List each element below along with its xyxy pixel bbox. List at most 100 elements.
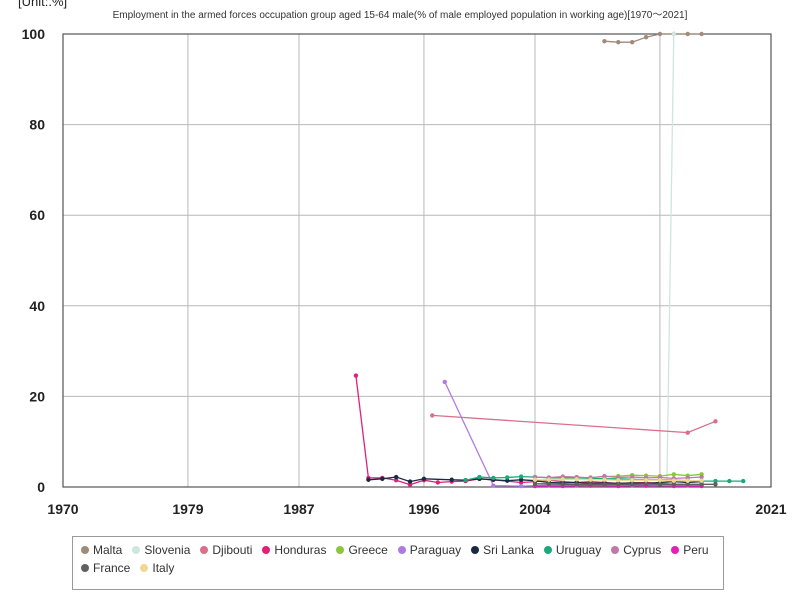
data-point-france (657, 482, 663, 487)
data-point-italy (602, 477, 607, 482)
y-tick-label: 60 (29, 207, 45, 223)
data-point-uruguay (477, 474, 482, 480)
data-point-honduras (353, 373, 359, 378)
y-tick-label: 40 (29, 298, 45, 314)
legend-label: Uruguay (555, 543, 602, 557)
data-point-italy (560, 477, 565, 482)
data-point-italy (685, 478, 690, 483)
legend-item-sri-lanka: Sri Lanka (471, 543, 534, 557)
data-point-italy (574, 477, 579, 482)
legend-label: Peru (683, 543, 709, 557)
data-point-malta (699, 31, 704, 37)
data-point-honduras (435, 480, 441, 485)
data-point-sri-lanka (449, 477, 454, 482)
data-point-sri-lanka (366, 477, 371, 482)
series-line-france (535, 483, 716, 485)
legend-marker (132, 546, 141, 554)
data-point-greece (671, 472, 677, 477)
data-point-malta (657, 31, 663, 37)
data-point-paraguay (518, 483, 524, 489)
data-point-france (713, 482, 718, 487)
data-point-paraguay (491, 483, 496, 488)
legend-item-france: France (81, 561, 130, 575)
x-tick-label: 2013 (644, 501, 675, 517)
data-point-sri-lanka (421, 476, 427, 482)
legend-marker (81, 564, 89, 572)
data-point-italy (699, 478, 704, 483)
legend-label: France (93, 561, 131, 575)
series-line-malta (604, 33, 702, 43)
data-point-france (602, 482, 607, 487)
series-line-paraguay (444, 381, 702, 487)
data-point-italy (588, 477, 593, 482)
x-tick-label: 2004 (519, 501, 550, 517)
legend-label: Cyprus (623, 543, 662, 557)
legend-label: Honduras (274, 543, 327, 557)
legend-items: Malta Slovenia Djibouti Honduras Greece Parag… (81, 543, 715, 575)
data-point-slovenia (671, 31, 677, 37)
y-tick-label: 80 (29, 117, 45, 133)
legend-item-malta: Malta (81, 543, 122, 557)
data-point-sri-lanka (393, 474, 399, 480)
data-point-honduras (407, 482, 413, 487)
x-tick-label: 1979 (172, 501, 203, 517)
data-point-france (671, 482, 677, 487)
data-point-uruguay (713, 478, 718, 484)
data-point-sri-lanka (380, 476, 385, 482)
legend-label: Djibouti (212, 543, 253, 557)
legend-item-italy: Italy (140, 561, 174, 575)
data-point-paraguay (442, 379, 447, 385)
legend-marker (262, 546, 271, 554)
data-point-france (546, 481, 552, 487)
data-point-france (588, 482, 593, 487)
data-point-uruguay (491, 475, 496, 481)
x-tick-label: 1970 (47, 501, 78, 517)
data-point-france (629, 482, 635, 487)
data-point-italy (546, 477, 552, 482)
data-point-uruguay (727, 478, 732, 484)
legend-item-greece: Greece (336, 543, 388, 557)
legend-label: Greece (348, 543, 388, 557)
legend-marker (671, 546, 680, 554)
plot-area-border (62, 33, 772, 488)
legend-item-peru: Peru (671, 543, 709, 557)
data-point-france (574, 482, 579, 487)
legend-marker (397, 546, 406, 554)
legend-marker (140, 564, 149, 572)
unit-label: [Unit:.%] (18, 0, 68, 9)
data-point-djibouti (713, 419, 718, 424)
data-point-sri-lanka (505, 478, 510, 483)
data-point-italy (616, 478, 621, 483)
data-point-cyprus (629, 474, 635, 480)
data-point-france (685, 482, 690, 487)
data-point-sri-lanka (518, 477, 524, 482)
x-tick-label: 1987 (283, 501, 314, 517)
data-point-france (560, 482, 565, 487)
legend-item-honduras: Honduras (262, 543, 326, 557)
data-point-france (699, 482, 704, 487)
data-point-italy (657, 478, 663, 483)
data-point-france (643, 481, 649, 487)
legend-marker (543, 546, 552, 554)
legend-marker (611, 546, 620, 554)
legend-item-uruguay: Uruguay (543, 543, 602, 557)
legend-label: Italy (152, 561, 175, 575)
data-point-honduras (393, 478, 399, 483)
data-point-uruguay (505, 475, 510, 480)
x-tick-label: 1996 (408, 501, 439, 517)
legend-item-cyprus: Cyprus (611, 543, 661, 557)
chart-legend: Malta Slovenia Djibouti Honduras Greece Parag… (72, 536, 724, 590)
data-point-france (616, 482, 621, 487)
series-line-djibouti (432, 414, 716, 434)
legend-label: Paraguay (409, 543, 462, 557)
legend-marker (200, 546, 209, 554)
legend-item-slovenia: Slovenia (132, 543, 190, 557)
data-point-sri-lanka (407, 479, 413, 484)
legend-label: Slovenia (144, 543, 191, 557)
chart-title: Employment in the armed forces occupatio… (112, 10, 688, 21)
data-point-djibouti (430, 413, 435, 418)
data-point-malta (685, 31, 690, 37)
data-point-uruguay (463, 478, 468, 483)
data-point-malta (602, 39, 607, 44)
x-tick-label: 2021 (755, 501, 786, 517)
